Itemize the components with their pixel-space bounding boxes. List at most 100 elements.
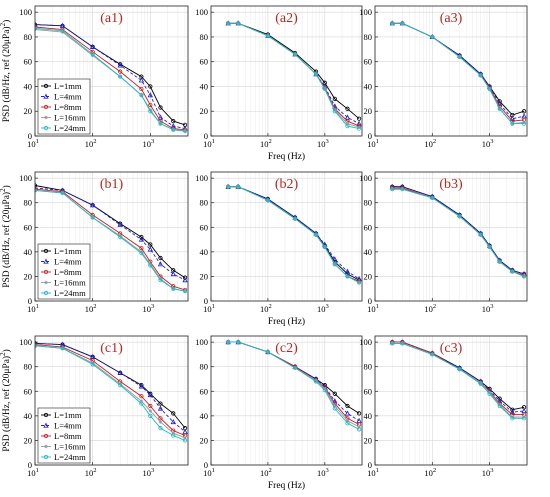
y-tick-label: 100 bbox=[359, 337, 372, 347]
series-point bbox=[148, 108, 153, 112]
legend-marker bbox=[44, 115, 48, 120]
y-tick-label: 20 bbox=[24, 435, 33, 445]
series-point bbox=[487, 86, 492, 92]
series-point bbox=[226, 340, 231, 345]
y-tick-label: 40 bbox=[200, 81, 209, 91]
series-point bbox=[509, 409, 516, 415]
series-group bbox=[389, 183, 527, 279]
series-group bbox=[35, 21, 188, 134]
y-tick-label: 20 bbox=[364, 435, 373, 445]
series-point bbox=[236, 21, 241, 26]
x-tick-label: 102 bbox=[260, 303, 272, 314]
panel-label: (b2) bbox=[275, 177, 299, 192]
series-line bbox=[228, 186, 360, 283]
series-point bbox=[332, 398, 338, 404]
x-tick-label: 102 bbox=[85, 303, 97, 314]
series-point bbox=[171, 119, 176, 124]
y-tick-label: 80 bbox=[24, 32, 33, 42]
series-point bbox=[117, 221, 123, 227]
y-tick-label: 100 bbox=[19, 7, 32, 17]
series-point bbox=[313, 232, 319, 237]
series-point bbox=[236, 340, 241, 345]
series-point bbox=[183, 436, 187, 440]
y-tick-label: 40 bbox=[364, 81, 373, 91]
panel-c2: 0 20 40 60 80 100 101 102 103 (c2) Freq (Hz) bbox=[195, 335, 363, 491]
x-tick-label: 101 bbox=[27, 467, 39, 478]
x-tick-label: 102 bbox=[424, 138, 436, 149]
series-point bbox=[345, 274, 350, 279]
series-line bbox=[35, 342, 186, 433]
y-tick-label: 80 bbox=[364, 32, 373, 42]
series-point bbox=[323, 387, 327, 391]
series-point bbox=[521, 274, 527, 279]
y-tick-label: 0 bbox=[28, 296, 32, 306]
series-point bbox=[510, 407, 515, 412]
panel-b1: 0 20 40 60 80 100 101 102 103 (b1) L=1mmL=4mmL=8mm… bbox=[0, 171, 189, 314]
series-point bbox=[265, 198, 271, 203]
series-point bbox=[182, 275, 188, 280]
y-tick-label: 60 bbox=[200, 57, 209, 67]
y-tick-label: 20 bbox=[364, 271, 373, 281]
series-group bbox=[225, 183, 362, 285]
series-point bbox=[356, 280, 362, 285]
series-point bbox=[35, 188, 38, 193]
series-point bbox=[292, 216, 298, 221]
x-axis-label: Freq (Hz) bbox=[268, 480, 305, 491]
legend-label: L=24mm bbox=[54, 123, 86, 133]
series-point bbox=[138, 77, 145, 83]
series-point bbox=[90, 52, 95, 57]
x-tick-label: 101 bbox=[27, 303, 39, 314]
y-tick-label: 80 bbox=[364, 198, 373, 208]
panel-c1: 0 20 40 60 80 100 101 102 103 (c1) L=1mmL=4mmL=8mm… bbox=[0, 335, 189, 478]
series-point bbox=[400, 341, 405, 346]
series-point bbox=[314, 378, 318, 382]
series-point bbox=[158, 416, 163, 421]
series-point bbox=[158, 277, 163, 281]
series-point bbox=[478, 73, 483, 78]
series-point bbox=[90, 53, 95, 58]
y-tick-label: 20 bbox=[24, 271, 33, 281]
y-tick-label: 40 bbox=[200, 411, 209, 421]
series-point bbox=[313, 379, 319, 384]
legend-label: L=16mm bbox=[54, 442, 86, 452]
series-line bbox=[228, 22, 360, 130]
y-tick-label: 0 bbox=[204, 296, 208, 306]
series-point bbox=[60, 30, 65, 34]
y-tick-label: 20 bbox=[200, 106, 209, 116]
series-point bbox=[138, 383, 145, 389]
series-point bbox=[35, 21, 38, 27]
y-tick-label: 60 bbox=[364, 386, 373, 396]
series-point bbox=[118, 235, 123, 240]
y-tick-label: 80 bbox=[200, 362, 209, 372]
series-point bbox=[522, 415, 526, 419]
series-point bbox=[148, 109, 153, 114]
series-point bbox=[292, 365, 298, 371]
series-point bbox=[333, 108, 337, 112]
series-point bbox=[521, 416, 527, 421]
legend-marker bbox=[43, 83, 49, 89]
series-point bbox=[292, 52, 298, 57]
series-point bbox=[265, 33, 271, 38]
series-point bbox=[182, 128, 188, 134]
x-tick-label: 101 bbox=[367, 303, 379, 314]
y-tick-label: 0 bbox=[28, 460, 32, 470]
series-point bbox=[332, 96, 337, 101]
legend-marker bbox=[43, 258, 49, 264]
series-point bbox=[478, 381, 483, 387]
panel-label: (c3) bbox=[440, 341, 463, 356]
series-point bbox=[171, 431, 175, 435]
legend-label: L=24mm bbox=[54, 288, 86, 298]
series-point bbox=[344, 410, 351, 416]
series-point bbox=[345, 123, 350, 129]
series-point bbox=[345, 403, 350, 409]
x-tick-label: 103 bbox=[482, 467, 494, 478]
series-point bbox=[357, 125, 361, 130]
y-tick-label: 100 bbox=[195, 173, 208, 183]
series-point bbox=[345, 106, 350, 111]
series-point bbox=[357, 425, 361, 429]
legend-marker bbox=[43, 104, 49, 110]
series-point bbox=[510, 269, 515, 274]
legend-label: L=8mm bbox=[54, 431, 82, 441]
x-tick-label: 101 bbox=[367, 467, 379, 478]
